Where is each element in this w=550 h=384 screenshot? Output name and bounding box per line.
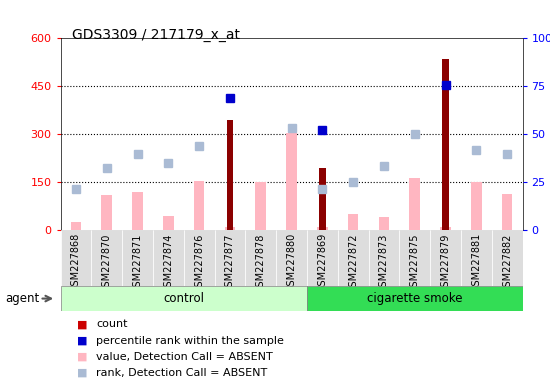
Text: GSM227882: GSM227882: [502, 233, 512, 293]
Bar: [317, 227, 328, 230]
FancyBboxPatch shape: [91, 230, 122, 286]
Bar: [194, 181, 205, 230]
Bar: [348, 214, 359, 230]
Text: value, Detection Call = ABSENT: value, Detection Call = ABSENT: [96, 352, 273, 362]
Text: GSM227873: GSM227873: [379, 233, 389, 293]
Bar: [255, 182, 266, 230]
Text: percentile rank within the sample: percentile rank within the sample: [96, 336, 284, 346]
FancyBboxPatch shape: [338, 230, 368, 286]
FancyBboxPatch shape: [430, 230, 461, 286]
Text: GSM227881: GSM227881: [471, 233, 481, 293]
Text: GSM227872: GSM227872: [348, 233, 358, 293]
Text: GSM227871: GSM227871: [133, 233, 142, 293]
Text: rank, Detection Call = ABSENT: rank, Detection Call = ABSENT: [96, 368, 267, 378]
FancyBboxPatch shape: [153, 230, 184, 286]
Text: GSM227870: GSM227870: [102, 233, 112, 293]
FancyBboxPatch shape: [307, 230, 338, 286]
FancyBboxPatch shape: [307, 286, 522, 311]
FancyBboxPatch shape: [368, 230, 399, 286]
Bar: [224, 227, 235, 230]
Text: GSM227878: GSM227878: [256, 233, 266, 293]
Text: GSM227874: GSM227874: [163, 233, 173, 293]
FancyBboxPatch shape: [122, 230, 153, 286]
FancyBboxPatch shape: [60, 230, 91, 286]
Text: GSM227868: GSM227868: [71, 233, 81, 293]
Text: ■: ■: [77, 368, 87, 378]
Text: GDS3309 / 217179_x_at: GDS3309 / 217179_x_at: [72, 28, 239, 41]
Bar: [101, 195, 112, 230]
Text: GSM227876: GSM227876: [194, 233, 204, 293]
Text: ■: ■: [77, 336, 87, 346]
Bar: [502, 194, 513, 230]
Text: GSM227875: GSM227875: [410, 233, 420, 293]
Text: GSM227879: GSM227879: [441, 233, 450, 293]
Text: control: control: [163, 292, 204, 305]
Text: ■: ■: [77, 319, 87, 329]
Text: GSM227877: GSM227877: [225, 233, 235, 293]
FancyBboxPatch shape: [214, 230, 245, 286]
FancyBboxPatch shape: [276, 230, 307, 286]
Text: GSM227880: GSM227880: [287, 233, 296, 293]
Bar: [163, 216, 174, 230]
FancyBboxPatch shape: [245, 230, 276, 286]
Bar: [319, 168, 326, 230]
Bar: [409, 177, 420, 230]
FancyBboxPatch shape: [184, 230, 214, 286]
Bar: [227, 120, 233, 230]
FancyBboxPatch shape: [399, 230, 430, 286]
Text: GSM227869: GSM227869: [317, 233, 327, 293]
FancyBboxPatch shape: [60, 286, 307, 311]
Text: cigarette smoke: cigarette smoke: [367, 292, 463, 305]
FancyBboxPatch shape: [492, 230, 522, 286]
FancyBboxPatch shape: [461, 230, 492, 286]
Bar: [70, 222, 81, 230]
Bar: [471, 182, 482, 230]
Text: count: count: [96, 319, 128, 329]
Text: agent: agent: [6, 292, 40, 305]
Text: ■: ■: [77, 352, 87, 362]
Bar: [132, 192, 143, 230]
Bar: [378, 217, 389, 230]
Bar: [440, 227, 451, 230]
Bar: [286, 133, 297, 230]
Bar: [442, 59, 449, 230]
